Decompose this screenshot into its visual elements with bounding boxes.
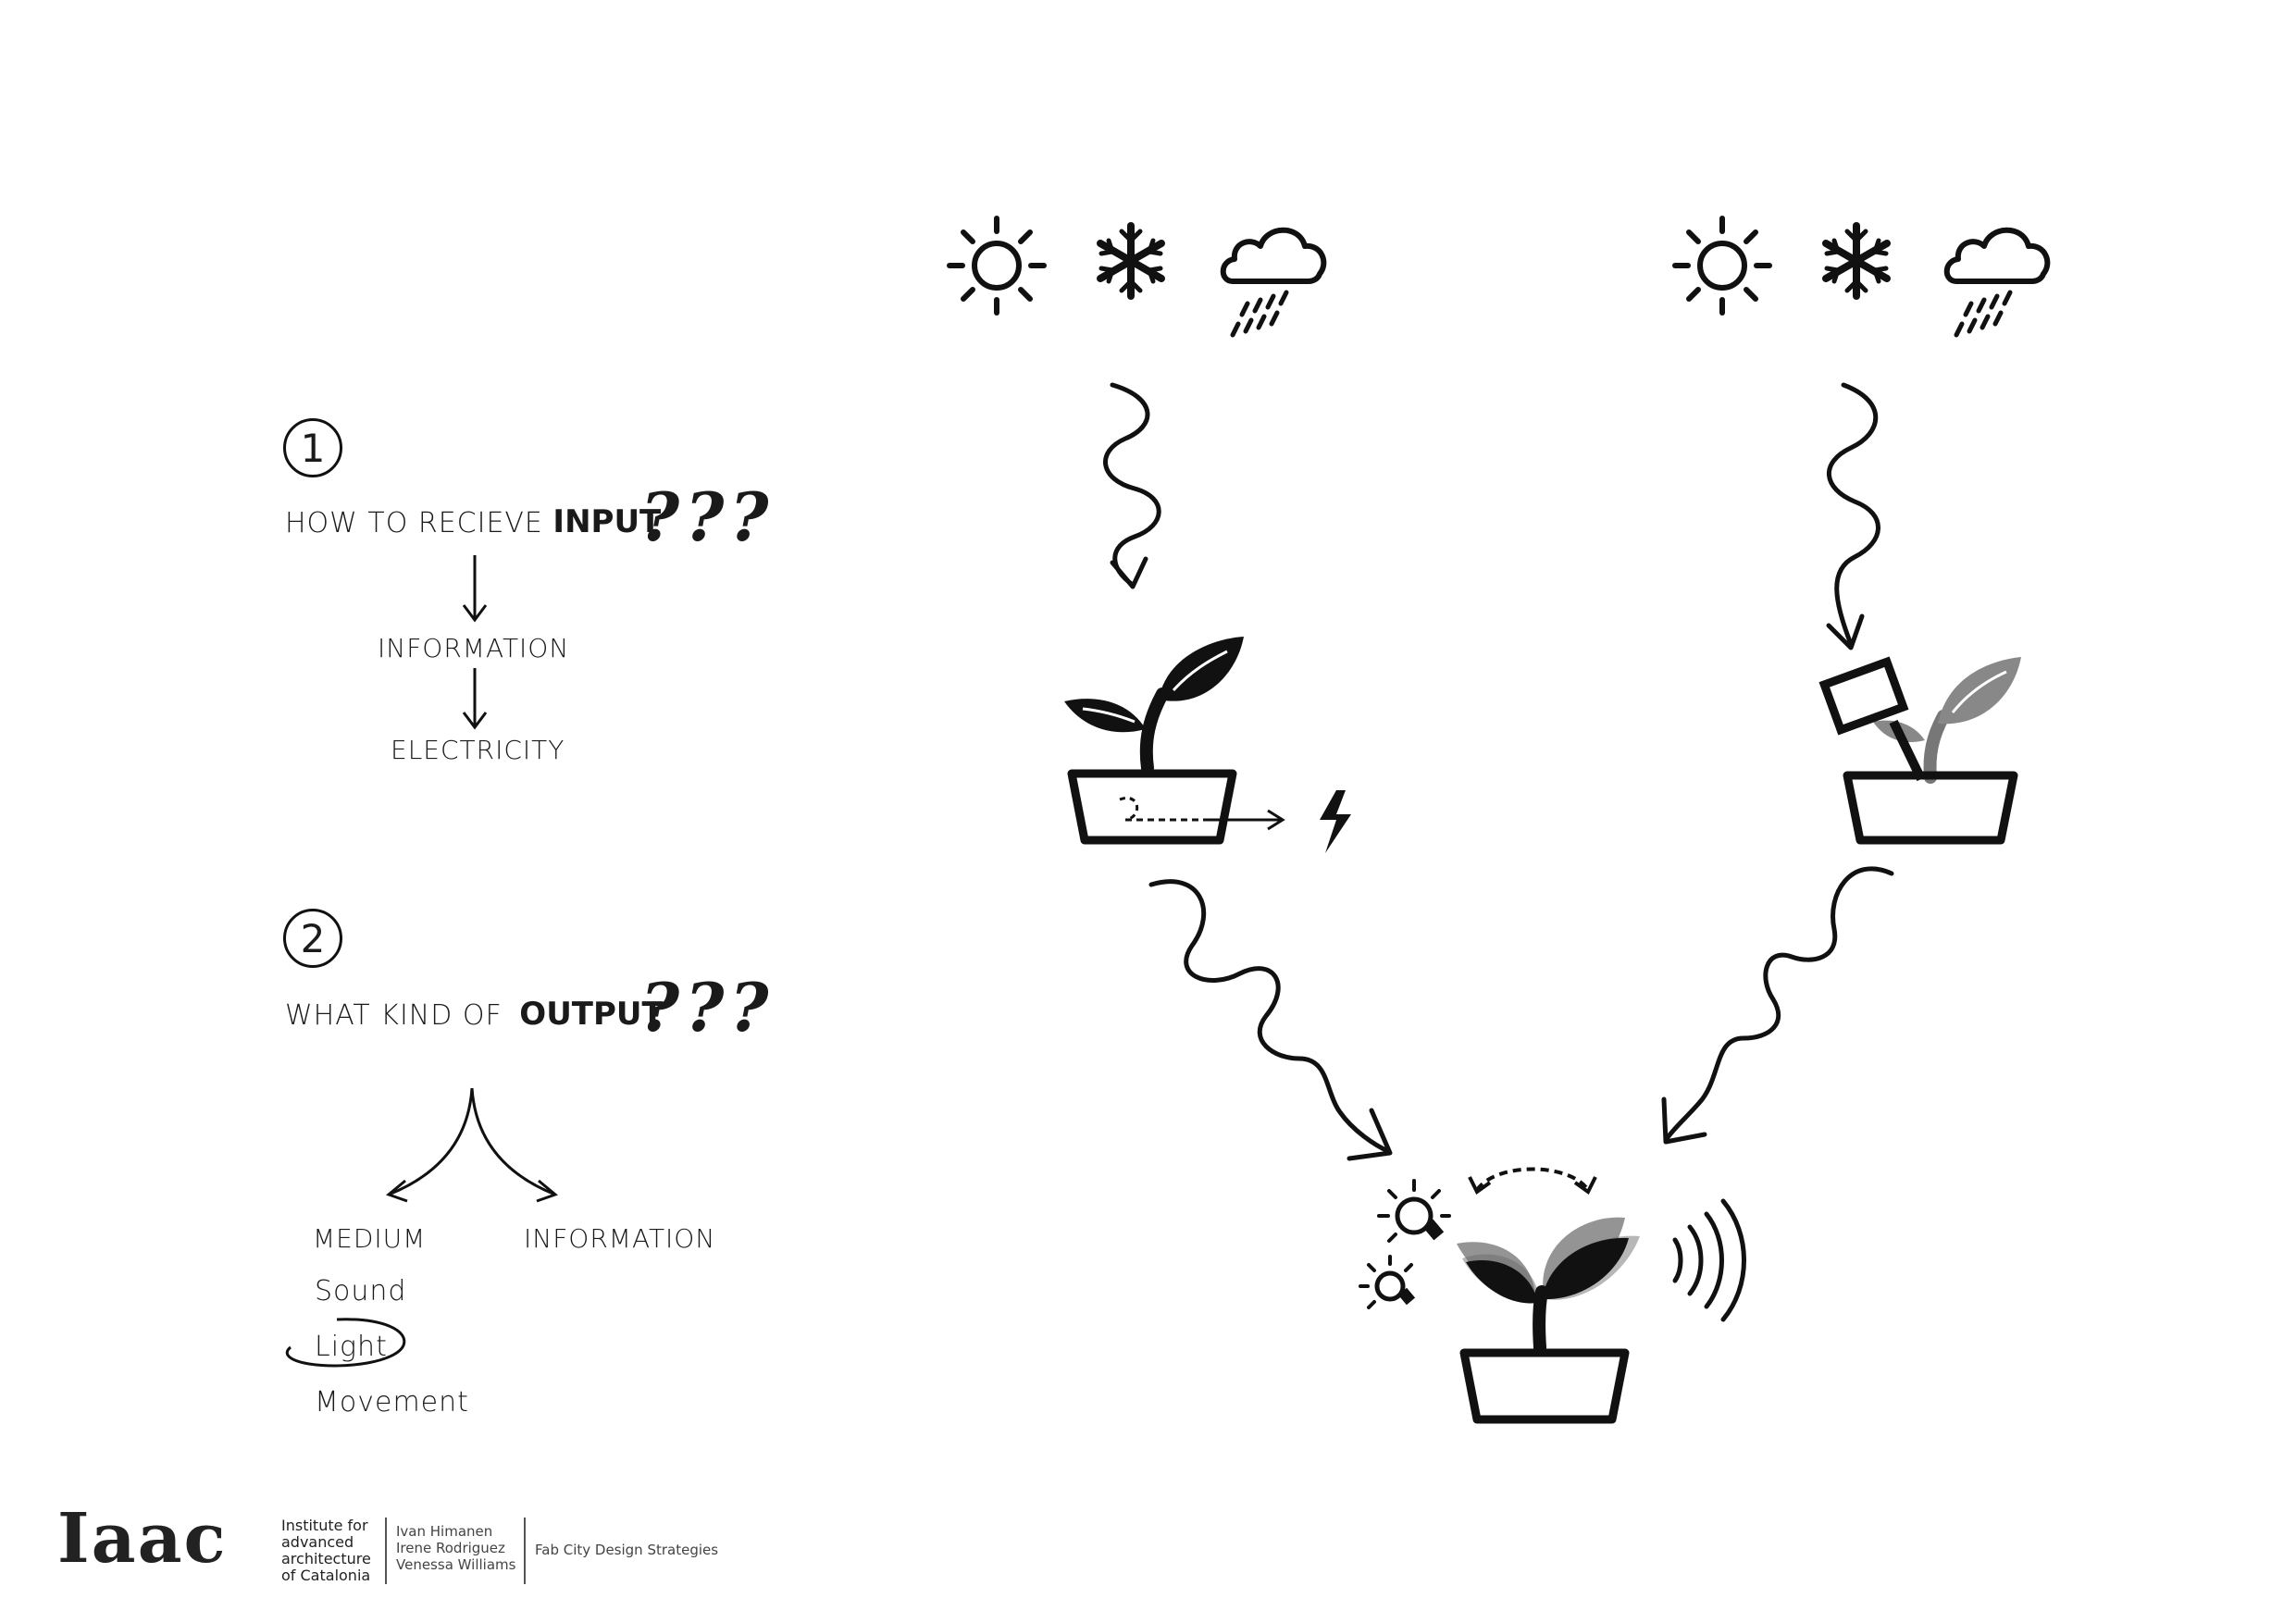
medium-option-movement: Movement	[315, 1386, 469, 1419]
plant-with-sensor-icon	[1818, 656, 2021, 845]
footer-authors: Ivan Himanen Irene Rodriguez Venessa Wil…	[396, 1523, 515, 1573]
footer-institute: Institute for advanced architecture of C…	[281, 1518, 371, 1584]
author-name: Venessa Williams	[396, 1556, 516, 1573]
step-1-flow-information: INFORMATION	[378, 633, 570, 663]
step-2-branch-arrows	[386, 1087, 558, 1203]
step-1-question-prefix: HOW TO RECIEVE	[285, 507, 543, 539]
medium-option-light: Light	[315, 1331, 388, 1363]
institute-line: of Catalonia	[281, 1567, 371, 1584]
step-1-number: 1	[283, 418, 342, 477]
step-2-number: 2	[283, 909, 342, 968]
movement-arrow-icon	[1468, 1167, 1597, 1195]
footer-divider-2	[524, 1518, 526, 1584]
snowflake-icon	[1097, 222, 1165, 300]
lightning-arrow	[1203, 809, 1285, 831]
light-highlight-ellipse	[285, 1318, 406, 1368]
wavy-arrow-left-bottom	[1148, 879, 1393, 1161]
footer-course: Fab City Design Strategies	[535, 1542, 719, 1558]
sun-icon	[947, 216, 1047, 316]
rain-cloud-icon	[1943, 227, 2051, 338]
wavy-arrow-left-top	[1103, 382, 1161, 589]
sound-waves-icon	[1672, 1198, 1746, 1322]
step-2-question-emphasis: OUTPUT	[519, 996, 664, 1033]
iaac-logo: Iaac	[57, 1499, 228, 1579]
lightbulb-icon	[1359, 1255, 1416, 1309]
wavy-arrow-right-bottom	[1661, 866, 1894, 1145]
sun-icon	[1672, 216, 1772, 316]
institute-line: architecture	[281, 1550, 371, 1567]
step-2-number-text: 2	[300, 915, 326, 961]
step-2-question: WHAT KIND OF OUTPUT	[285, 996, 664, 1033]
step-1-number-text: 1	[300, 425, 326, 471]
step-1-question: HOW TO RECIEVE INPUT	[285, 503, 661, 540]
step-2-question-prefix: WHAT KIND OF	[285, 999, 503, 1032]
iaac-logo-text: Iaac	[57, 1499, 228, 1579]
author-name: Irene Rodriguez	[396, 1540, 505, 1556]
step-2-branch-information: INFORMATION	[524, 1223, 716, 1254]
rain-cloud-icon	[1220, 227, 1327, 338]
step-1-arrow-down-1	[462, 555, 488, 623]
snowflake-icon	[1822, 222, 1891, 300]
step-2-question-marks: ???	[640, 968, 775, 1047]
medium-option-sound: Sound	[315, 1275, 407, 1307]
step-1-question-emphasis: INPUT	[552, 503, 662, 540]
plant-output-icon	[1457, 1217, 1640, 1424]
step-1-arrow-down-2	[462, 668, 488, 730]
plant-with-battery-icon	[1064, 637, 1283, 845]
footer-divider-1	[385, 1518, 387, 1584]
step-2-branch-medium: MEDIUM	[313, 1223, 427, 1254]
lightning-icon	[1320, 790, 1351, 853]
step-1-flow-electricity: ELECTRICITY	[391, 735, 565, 765]
author-name: Ivan Himanen	[396, 1523, 493, 1540]
lightbulb-icon	[1377, 1179, 1451, 1243]
institute-line: advanced	[281, 1533, 354, 1551]
wavy-arrow-right-top	[1826, 382, 1880, 650]
institute-line: Institute for	[281, 1517, 368, 1534]
step-1-question-marks: ???	[640, 477, 775, 556]
